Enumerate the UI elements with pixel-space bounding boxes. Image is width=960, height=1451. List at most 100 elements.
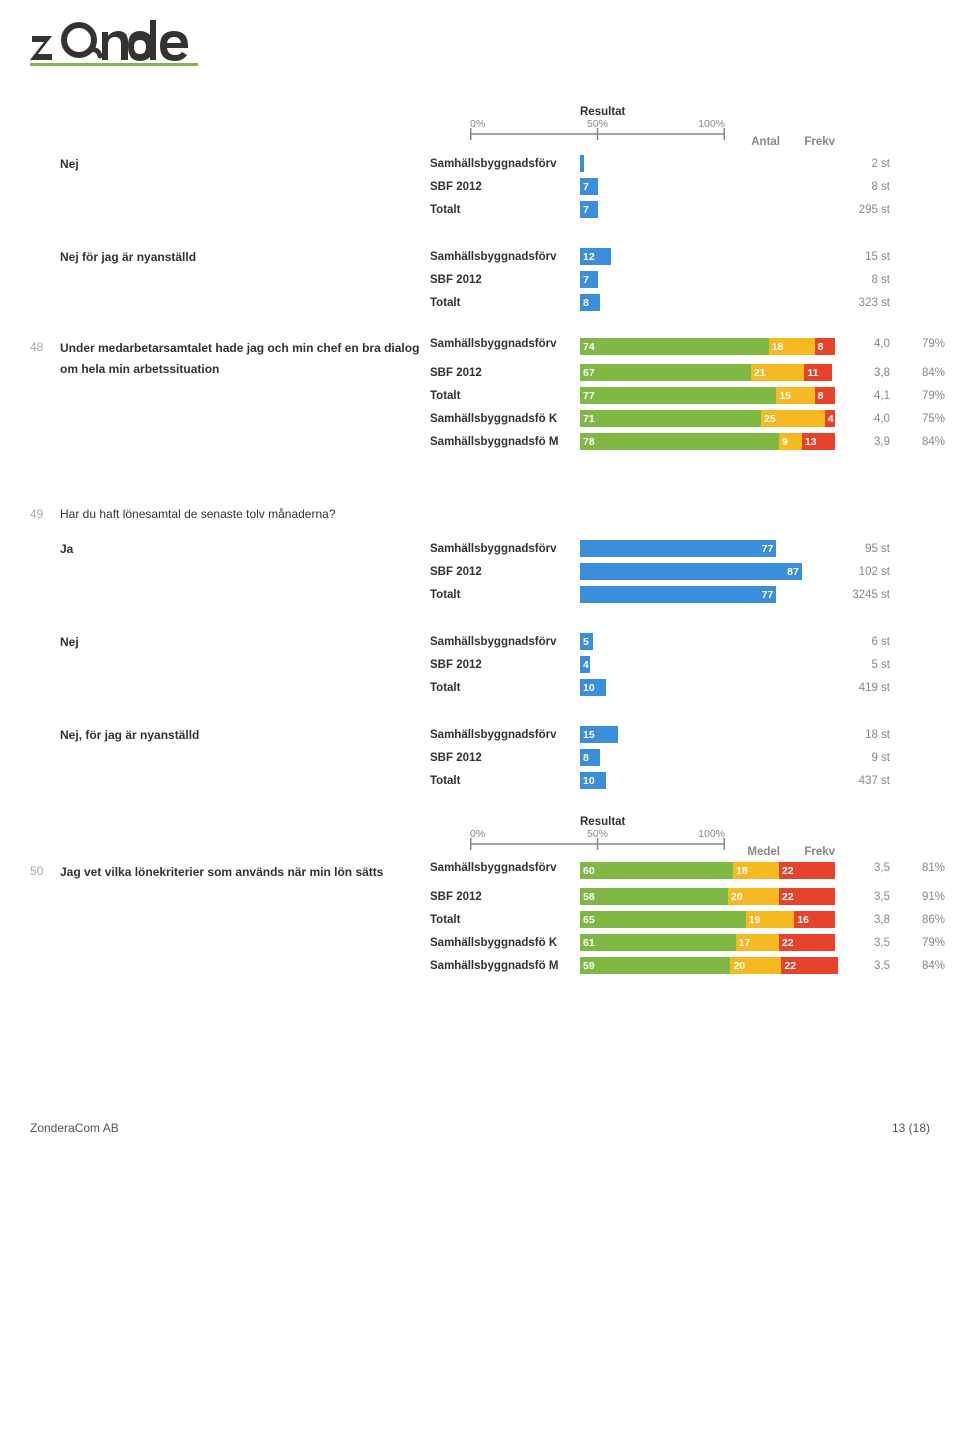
- axis: Resultat 0%50%100% Antal Frekv: [430, 106, 835, 148]
- bar: 8: [580, 294, 835, 311]
- series-label: SBF 2012: [430, 752, 580, 764]
- chart-group: JaSamhällsbyggnadsförv7795 stSBF 2012871…: [30, 537, 930, 606]
- question-label: Nej, för jag är nyanställd: [60, 728, 199, 742]
- footer-left: ZonderaCom AB: [30, 1121, 119, 1135]
- series-label: Samhällsbyggnadsförv: [430, 543, 580, 555]
- value-2: 84%: [890, 367, 945, 379]
- question-label: Nej: [60, 157, 79, 171]
- series-label: SBF 2012: [430, 891, 580, 903]
- series-label: SBF 2012: [430, 274, 580, 286]
- bar-segment: 67: [580, 364, 751, 381]
- logo: [30, 20, 930, 66]
- bar: 74188: [580, 338, 835, 355]
- bar: 78913: [580, 433, 835, 450]
- series-label: SBF 2012: [430, 659, 580, 671]
- bar: 582022: [580, 888, 835, 905]
- bar: 77: [580, 586, 835, 603]
- value-1: 18 st: [835, 729, 890, 741]
- value-2: 79%: [890, 338, 945, 350]
- chart-group: NejSamhällsbyggnadsförv56 stSBF 201245 s…: [30, 630, 930, 699]
- value-1: 95 st: [835, 543, 890, 555]
- bar: 10: [580, 772, 835, 789]
- bar: 77: [580, 540, 835, 557]
- bar-segment: 59: [580, 957, 730, 974]
- question-label: Nej: [60, 635, 79, 649]
- svg-text:50%: 50%: [587, 120, 608, 130]
- question-number: 49: [30, 507, 43, 521]
- footer-right: 13 (18): [892, 1121, 930, 1135]
- value-1: 3,9: [835, 436, 890, 448]
- series-label: SBF 2012: [430, 566, 580, 578]
- value-1: 419 st: [835, 682, 890, 694]
- question-heading: Har du haft lönesamtal de senaste tolv m…: [60, 507, 336, 521]
- axis: Resultat 0%50%100% Medel Frekv: [430, 816, 835, 858]
- bar-segment: 15: [580, 726, 618, 743]
- value-2: 79%: [890, 937, 945, 949]
- bar-segment: 71: [580, 410, 761, 427]
- bar-segment: 4: [580, 656, 590, 673]
- bar-segment: 22: [781, 957, 837, 974]
- value-1: 102 st: [835, 566, 890, 578]
- value-1: 4,1: [835, 390, 890, 402]
- bar-segment: 12: [580, 248, 611, 265]
- value-1: 9 st: [835, 752, 890, 764]
- bar: [580, 155, 835, 172]
- bar: 7: [580, 271, 835, 288]
- bar-segment: 11: [804, 364, 832, 381]
- chart-group: Nej för jag är nyanställdSamhällsbyggnad…: [30, 245, 930, 314]
- question-number: 50: [30, 864, 43, 878]
- bar-segment: 22: [779, 934, 835, 951]
- question-label: Nej för jag är nyanställd: [60, 250, 196, 264]
- page-footer: ZonderaCom AB 13 (18): [0, 1111, 960, 1145]
- svg-text:100%: 100%: [698, 830, 725, 840]
- bar-segment: 58: [580, 888, 728, 905]
- series-label: Totalt: [430, 682, 580, 694]
- bar: 71254: [580, 410, 835, 427]
- value-2: 84%: [890, 960, 945, 972]
- value-2: 91%: [890, 891, 945, 903]
- svg-text:0%: 0%: [470, 830, 485, 840]
- value-1: 8 st: [835, 181, 890, 193]
- series-label: Samhällsbyggnadsförv: [430, 158, 580, 170]
- bar-segment: 22: [779, 862, 835, 879]
- question-label: Under medarbetarsamtalet hade jag och mi…: [60, 341, 419, 376]
- bar-segment: 77: [580, 540, 776, 557]
- series-label: SBF 2012: [430, 367, 580, 379]
- bar: 77158: [580, 387, 835, 404]
- bar: 611722: [580, 934, 835, 951]
- bar-segment: 18: [733, 862, 779, 879]
- chart-group: Nej, för jag är nyanställdSamhällsbyggna…: [30, 723, 930, 792]
- value-1: 4,0: [835, 413, 890, 425]
- value-1: 15 st: [835, 251, 890, 263]
- bar-segment: 65: [580, 911, 746, 928]
- bar: 7: [580, 201, 835, 218]
- bar-segment: 10: [580, 679, 606, 696]
- bar-segment: 5: [580, 633, 593, 650]
- bar-segment: 61: [580, 934, 736, 951]
- bar-segment: 87: [580, 563, 802, 580]
- series-label: Samhällsbyggnadsförv: [430, 862, 580, 874]
- value-1: 3,5: [835, 960, 890, 972]
- bar-segment: 4: [825, 410, 835, 427]
- value-1: 3,8: [835, 367, 890, 379]
- bar-segment: 78: [580, 433, 779, 450]
- bar-segment: 16: [794, 911, 835, 928]
- bar-segment: 22: [779, 888, 835, 905]
- series-label: Totalt: [430, 390, 580, 402]
- bar: 672111: [580, 364, 835, 381]
- axis-title: Resultat: [580, 816, 835, 828]
- axis-title: Resultat: [580, 106, 835, 118]
- bar: 7: [580, 178, 835, 195]
- value-1: 3245 st: [835, 589, 890, 601]
- question-number: 48: [30, 340, 43, 354]
- bar-segment: 60: [580, 862, 733, 879]
- value-1: 437 st: [835, 775, 890, 787]
- value-1: 5 st: [835, 659, 890, 671]
- bar: 651916: [580, 911, 835, 928]
- bar-segment: 17: [736, 934, 779, 951]
- value-2: 75%: [890, 413, 945, 425]
- svg-text:100%: 100%: [698, 120, 725, 130]
- series-label: Samhällsbyggnadsfö K: [430, 413, 580, 425]
- bar: 87: [580, 563, 835, 580]
- value-2: 86%: [890, 914, 945, 926]
